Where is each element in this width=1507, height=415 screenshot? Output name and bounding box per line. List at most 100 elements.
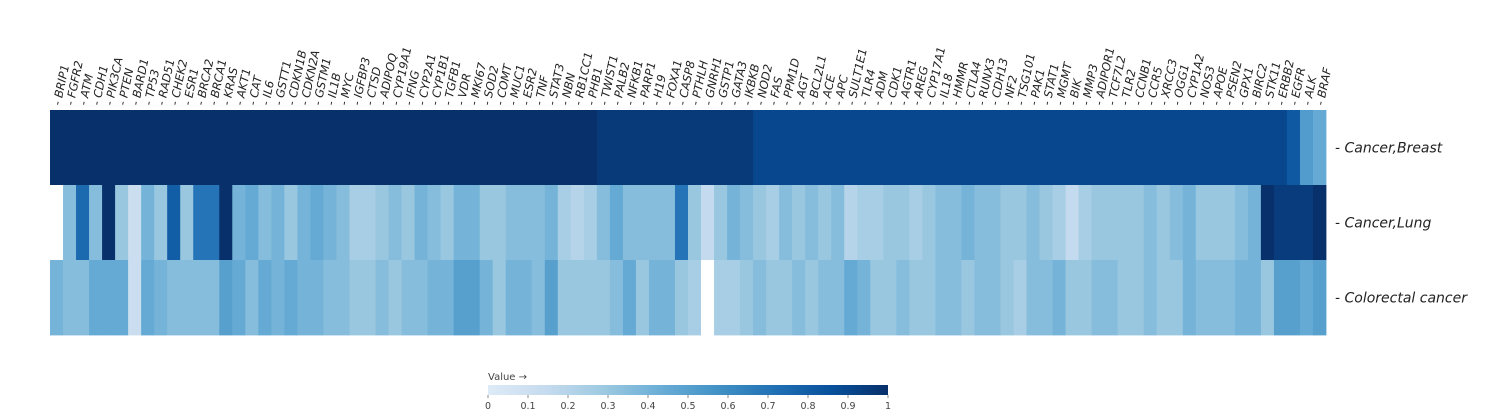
heatmap-cell [336,185,350,261]
heatmap-cell [1013,260,1027,336]
heatmap-cell [857,260,871,336]
heatmap-cell [1052,110,1066,186]
heatmap-cell [974,110,988,186]
heatmap-cell [831,260,845,336]
heatmap-cell [779,185,793,261]
heatmap-cell [740,260,754,336]
column-label: - TNF [532,74,552,107]
heatmap-cell [1234,260,1249,336]
colorbar-gradient [488,385,888,395]
heatmap-cell [349,260,363,336]
heatmap-cell [102,110,116,186]
heatmap-cell [1039,110,1053,186]
heatmap-cell [453,260,468,336]
heatmap-cell [479,110,494,186]
heatmap-cell [779,260,793,336]
heatmap-cell [818,110,832,186]
heatmap-cell [154,110,168,186]
heatmap-cell [1013,185,1027,261]
heatmap-cell [635,185,650,261]
column-label: - CAT [245,74,265,107]
heatmap-cell [1143,110,1158,186]
heatmap-cell [232,260,246,336]
heatmap-cell [310,110,324,186]
heatmap-cell [141,110,155,186]
heatmap-cell [1143,185,1158,261]
heatmap-cell [1208,185,1223,261]
column-label: - VDR [453,72,473,107]
heatmap-cell [727,260,741,336]
heatmap-cell [701,260,715,336]
heatmap-cell [1052,185,1066,261]
heatmap-cell [258,110,272,186]
heatmap-cell [1312,260,1327,336]
heatmap-cell [922,110,936,186]
heatmap-cell [453,185,468,261]
heatmap-cell [753,110,767,186]
heatmap-cell [557,185,572,261]
heatmap-cell [271,110,285,186]
heatmap-cell [1013,110,1027,186]
heatmap-cell [102,185,116,261]
heatmap-cell [844,185,858,261]
heatmap-cell [492,260,507,336]
heatmap-cell [922,260,936,336]
heatmap-cell [701,110,715,186]
column-label: - NF2 [1000,74,1020,107]
heatmap-cell [1182,260,1197,336]
heatmap-cell [128,260,142,336]
colorbar-tick-label: 0 [485,401,491,412]
heatmap-cell [1117,260,1132,336]
heatmap-cell [766,110,780,186]
heatmap-cell [297,260,311,336]
heatmap-cell [883,260,897,336]
heatmap-cell [336,110,350,186]
heatmap-cell [1299,185,1314,261]
heatmap-cell [935,110,949,186]
column-label: - APC [831,74,851,107]
heatmap-cell [1312,185,1327,261]
heatmap-cell [583,260,598,336]
heatmap-cell [232,185,246,261]
heatmap-cell [219,260,233,336]
heatmap-cell [1169,185,1184,261]
heatmap-cell [1299,260,1314,336]
heatmap-cell [740,185,754,261]
row-labels: - Cancer,Breast - Cancer,Lung - Colorectal… [1335,141,1468,307]
heatmap-cell [1273,185,1288,261]
heatmap-cell [896,260,910,336]
heatmap-cell [1104,185,1119,261]
heatmap-cell [648,260,663,336]
heatmap-cell [792,110,806,186]
heatmap-cell [1221,110,1236,186]
heatmap-cell [544,185,559,261]
heatmap-cell [193,185,207,261]
heatmap-cell [714,110,728,186]
heatmap-cell [271,260,285,336]
heatmap-cell [180,260,194,336]
heatmap-cell [349,185,363,261]
heatmap-cell [1065,110,1080,186]
heatmap-cell [570,110,585,186]
heatmap-cell [818,185,832,261]
heatmap-cell [1221,260,1236,336]
column-label: - AGT [792,72,812,107]
heatmap-cell [401,110,415,186]
heatmap-cell [349,110,363,186]
heatmap-cell [180,110,194,186]
colorbar-tick-label: 0.6 [720,401,735,412]
heatmap-cell [180,185,194,261]
heatmap-cell [1260,185,1275,261]
heatmap-cell [1260,110,1275,186]
heatmap-cell [375,110,389,186]
heatmap-cell [258,260,272,336]
heatmap-cell [609,185,624,261]
heatmap-cell [596,185,611,261]
heatmap-cell [661,185,676,261]
colorbar-tick-label: 0.5 [680,401,695,412]
heatmap-cell [440,185,455,261]
heatmap-cell [596,110,611,186]
heatmap-cell [219,185,233,261]
heatmap-cell [154,260,168,336]
